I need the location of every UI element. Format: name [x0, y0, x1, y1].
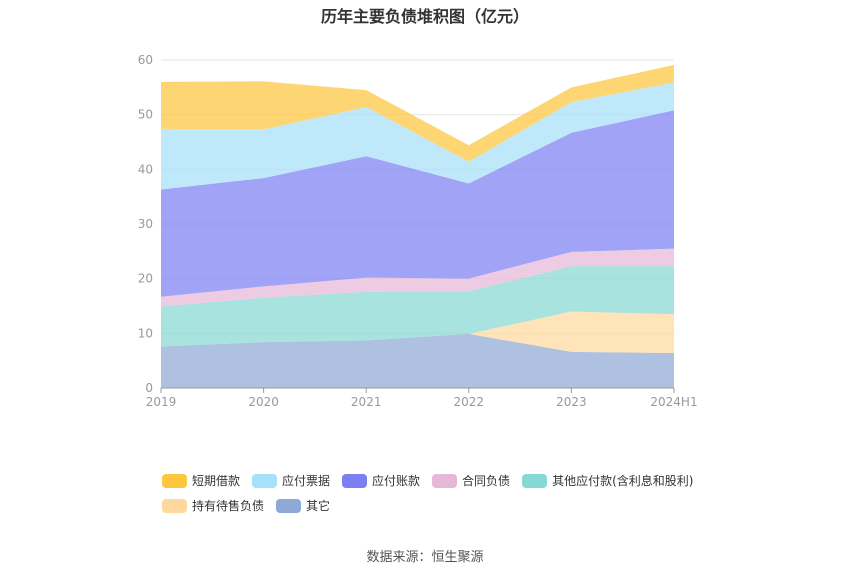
- y-tick-label: 40: [138, 162, 153, 176]
- legend-swatch: [276, 498, 302, 513]
- y-tick-label: 30: [138, 217, 153, 231]
- x-tick-label: 2020: [248, 395, 279, 409]
- legend-item[interactable]: 持有待售负债: [162, 497, 264, 514]
- y-tick-label: 50: [138, 108, 153, 122]
- legend-swatch: [162, 498, 187, 513]
- legend-item[interactable]: 合同负债: [432, 472, 510, 489]
- area-series[interactable]: [161, 110, 674, 297]
- x-tick-label: 2022: [454, 395, 485, 409]
- x-tick-label: 2019: [146, 395, 177, 409]
- legend-item[interactable]: 短期借款: [162, 472, 240, 489]
- legend-item[interactable]: 应付账款: [342, 472, 420, 489]
- legend-item[interactable]: 应付票据: [252, 472, 330, 489]
- x-tick-label: 2024H1: [650, 395, 697, 409]
- area-series[interactable]: [161, 248, 674, 307]
- x-tick-label: 2021: [351, 395, 382, 409]
- legend-item[interactable]: 其他应付款(含利息和股利): [522, 472, 693, 489]
- chart-title: 历年主要负债堆积图（亿元）: [320, 7, 529, 26]
- legend-label: 其它: [306, 499, 331, 513]
- legend-item[interactable]: 其它: [276, 497, 330, 514]
- area-series[interactable]: [161, 311, 674, 354]
- area-series[interactable]: [161, 82, 674, 190]
- x-tick-label: 2023: [556, 395, 587, 409]
- legend-label: 短期借款: [192, 474, 241, 488]
- area-series[interactable]: [161, 64, 674, 162]
- legend-swatch: [252, 473, 278, 488]
- data-source-note: 数据来源：恒生聚源: [366, 550, 484, 565]
- area-series[interactable]: [161, 333, 674, 388]
- y-tick-label: 0: [145, 381, 153, 395]
- legend-label: 持有待售负债: [192, 499, 265, 513]
- legend-label: 应付账款: [372, 474, 421, 488]
- y-tick-label: 20: [138, 272, 153, 286]
- legend-label: 合同负债: [462, 474, 511, 488]
- y-tick-label: 10: [138, 326, 153, 340]
- legend-label: 应付票据: [282, 474, 331, 488]
- y-tick-label: 60: [138, 53, 153, 67]
- legend-label: 其他应付款(含利息和股利): [552, 474, 694, 488]
- legend-swatch: [342, 473, 368, 488]
- chart-legend: 短期借款 应付票据 应付账款 合同负债 其他应付款(含利息和股利) 持有待售负债 其它: [162, 472, 722, 514]
- legend-swatch: [432, 473, 458, 488]
- legend-swatch: [162, 473, 187, 488]
- area-series[interactable]: [161, 266, 674, 347]
- legend-swatch: [522, 473, 548, 488]
